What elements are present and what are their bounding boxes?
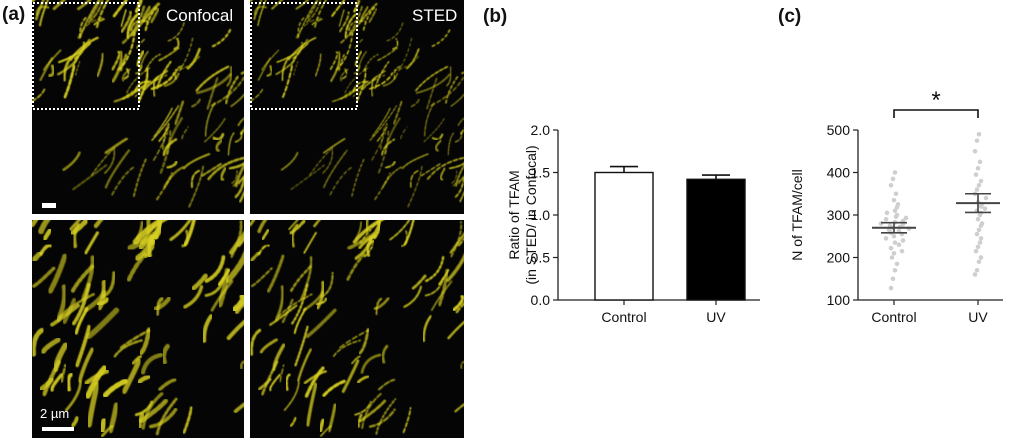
data-point: [982, 206, 988, 211]
significance-marker: *: [931, 87, 940, 114]
data-point: [976, 259, 982, 265]
data-point: [974, 231, 980, 237]
data-point: [976, 131, 982, 137]
data-point: [891, 250, 897, 256]
y-tick-label: 2.0: [531, 122, 551, 138]
x-tick-label: Control: [601, 309, 646, 325]
panel-label-a: (a): [2, 4, 26, 25]
y-axis-label: N of TFAM/cell: [789, 169, 805, 261]
scale-bar: [42, 203, 56, 208]
micrograph-panel: [32, 0, 464, 438]
data-point: [974, 187, 980, 192]
y-tick-label: 1.0: [531, 207, 551, 223]
data-point: [883, 236, 889, 241]
data-point: [976, 182, 982, 188]
data-point: [888, 245, 894, 251]
data-point: [972, 272, 978, 277]
mitochondria-signal: [250, 0, 464, 208]
scatter-chart: N of TFAM/cell 100 200 300 400 500 Control UV *: [789, 87, 1003, 325]
data-point: [903, 215, 909, 221]
data-point: [978, 236, 984, 241]
data-point: [983, 195, 989, 201]
mitochondria-signal: [32, 220, 244, 438]
data-point: [972, 148, 978, 154]
data-point: [892, 240, 898, 245]
x-tick-label: UV: [706, 309, 726, 325]
mitochondria-signal: [250, 220, 464, 437]
y-tick-label: 200: [827, 250, 851, 266]
x-tick-label: UV: [968, 309, 988, 325]
data-point: [892, 170, 898, 175]
y-axis-label: Ratio of TFAM(in STED/ in Confocal): [506, 145, 539, 284]
zoom-region-box: [32, 2, 140, 110]
data-point: [900, 238, 906, 243]
data-point: [979, 221, 985, 226]
data-point: [977, 159, 983, 165]
data-point: [894, 212, 900, 218]
data-point: [899, 248, 905, 254]
data-point: [975, 216, 981, 222]
data-point: [884, 210, 890, 216]
zoom-region-box: [250, 2, 358, 110]
data-point: [890, 176, 896, 182]
y-tick-label: 300: [827, 207, 851, 223]
data-point: [890, 276, 896, 282]
data-point: [888, 182, 894, 188]
data-point: [974, 267, 980, 273]
data-point: [892, 208, 898, 214]
data-point: [973, 248, 979, 254]
data-point: [892, 267, 898, 273]
panel-label-b: (b): [483, 6, 508, 27]
data-point: [895, 202, 901, 207]
data-point: [889, 255, 895, 260]
x-tick-label: Control: [871, 309, 916, 325]
data-point: [975, 165, 981, 171]
bar-chart: Ratio of TFAM(in STED/ in Confocal) 0.0 0…: [506, 122, 760, 325]
bar: [686, 178, 746, 301]
y-tick-label: 0.0: [531, 292, 551, 308]
data-point: [894, 261, 900, 267]
y-tick-label: 1.5: [531, 165, 551, 181]
scale-bar-label: 2 µm: [40, 406, 70, 421]
sted-title: STED: [412, 6, 458, 25]
data-point: [883, 216, 889, 222]
data-point: [978, 178, 984, 184]
data-point: [978, 255, 984, 260]
data-point: [975, 244, 981, 250]
data-point: [973, 172, 979, 177]
y-tick-label: 100: [827, 292, 851, 308]
data-point: [896, 242, 902, 248]
bar: [594, 171, 654, 301]
significance-bracket: [893, 109, 979, 118]
data-point: [891, 233, 897, 239]
data-point: [974, 138, 980, 143]
y-tick-label: 400: [827, 165, 851, 181]
data-point: [891, 197, 897, 203]
data-point: [893, 191, 899, 197]
panel-label-c: (c): [778, 6, 802, 27]
sted-zoom-image: [250, 220, 464, 438]
data-point: [888, 285, 894, 291]
y-tick-label: 0.5: [531, 250, 551, 266]
mitochondria-signal: [32, 0, 244, 208]
y-tick-label: 500: [827, 122, 851, 138]
data-point: [976, 227, 982, 233]
data-point: [977, 240, 983, 245]
confocal-title: Confocal: [166, 6, 234, 25]
scale-bar: [42, 427, 74, 431]
